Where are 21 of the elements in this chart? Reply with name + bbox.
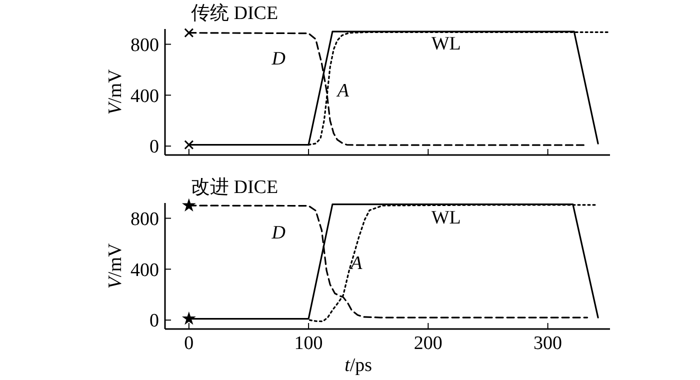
x-axis-title: t/ps	[344, 355, 372, 376]
y-tick-label: 800	[130, 208, 159, 230]
x-tick-label: 100	[294, 333, 323, 354]
series-label: WL	[431, 207, 461, 228]
chart-title: 传统 DICE	[191, 3, 278, 24]
series-label: WL	[431, 33, 461, 54]
series-label: A	[335, 80, 350, 102]
x-tick-label: 300	[534, 333, 562, 354]
chart-title: 改进 DICE	[191, 177, 278, 198]
x-tick-label: 200	[414, 333, 442, 354]
y-tick-label: 800	[130, 34, 159, 56]
y-tick-label: 0	[150, 136, 159, 158]
y-axis-title: V/mV	[105, 243, 126, 289]
y-axis-title: V/mV	[105, 69, 126, 115]
y-tick-label: 400	[130, 86, 159, 107]
y-tick-label: 0	[150, 310, 159, 332]
series-label: D	[270, 48, 286, 70]
series-label: D	[270, 222, 286, 244]
series-label: A	[348, 253, 363, 274]
y-tick-label: 400	[130, 260, 159, 281]
x-tick-label: 0	[184, 333, 194, 354]
